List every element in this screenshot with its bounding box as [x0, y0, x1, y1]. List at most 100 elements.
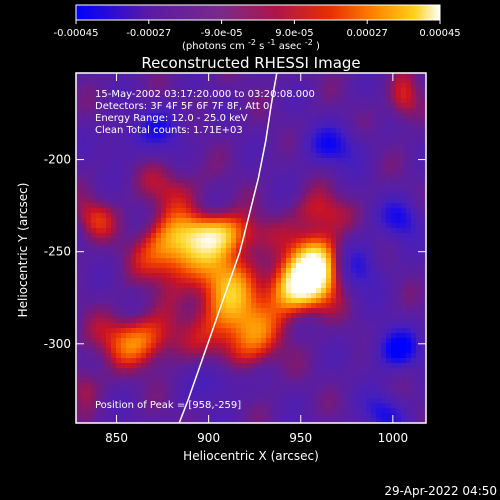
heatmap-cell [306, 198, 312, 204]
heatmap-cell [346, 298, 352, 304]
heatmap-cell [221, 108, 227, 114]
heatmap-cell [236, 203, 242, 209]
heatmap-cell [116, 83, 122, 89]
heatmap-cell [346, 168, 352, 174]
heatmap-cell [206, 408, 212, 414]
heatmap-cell [386, 123, 392, 129]
heatmap-cell [391, 243, 397, 249]
heatmap-cell [96, 233, 102, 239]
heatmap-cell [91, 78, 97, 84]
heatmap-cell [221, 198, 227, 204]
heatmap-cell [251, 258, 257, 264]
heatmap-cell [216, 168, 222, 174]
heatmap-cell [126, 338, 132, 344]
heatmap-cell [181, 133, 187, 139]
heatmap-cell [391, 83, 397, 89]
heatmap-cell [131, 218, 137, 224]
heatmap-cell [376, 103, 382, 109]
heatmap-cell [271, 173, 277, 179]
heatmap-cell [401, 98, 407, 104]
heatmap-cell [251, 293, 257, 299]
heatmap-cell [381, 378, 387, 384]
heatmap-cell [326, 153, 332, 159]
heatmap-cell [81, 298, 87, 304]
heatmap-cell [306, 178, 312, 184]
heatmap-cell [376, 343, 382, 349]
heatmap-cell [396, 223, 402, 229]
heatmap-cell [211, 378, 217, 384]
heatmap-cell [101, 288, 107, 294]
heatmap-cell [156, 313, 162, 319]
heatmap-cell [201, 388, 207, 394]
heatmap-cell [326, 128, 332, 134]
heatmap-cell [211, 408, 217, 414]
heatmap-cell [231, 343, 237, 349]
heatmap-cell [196, 138, 202, 144]
heatmap-cell [206, 223, 212, 229]
heatmap-cell [166, 373, 172, 379]
heatmap-cell [131, 408, 137, 414]
heatmap-cell [376, 318, 382, 324]
heatmap-cell [91, 218, 97, 224]
heatmap-cell [331, 208, 337, 214]
heatmap-cell [276, 208, 282, 214]
heatmap-cell [421, 78, 426, 84]
heatmap-cell [406, 88, 412, 94]
heatmap-cell [411, 413, 417, 419]
heatmap-cell [396, 253, 402, 259]
heatmap-cell [246, 208, 252, 214]
heatmap-cell [256, 353, 262, 359]
heatmap-cell [151, 78, 157, 84]
heatmap-cell [106, 263, 112, 269]
heatmap-cell [231, 158, 237, 164]
heatmap-cell [221, 88, 227, 94]
heatmap-cell [161, 213, 167, 219]
heatmap-cell [396, 88, 402, 94]
heatmap-cell [191, 263, 197, 269]
heatmap-cell [296, 368, 302, 374]
heatmap-cell [176, 318, 182, 324]
heatmap-cell [151, 118, 157, 124]
heatmap-cell [331, 268, 337, 274]
heatmap-cell [236, 263, 242, 269]
y-tick-label: -250 [44, 245, 71, 259]
heatmap-cell [401, 233, 407, 239]
heatmap-cell [206, 268, 212, 274]
heatmap-cell [266, 93, 272, 99]
heatmap-cell [296, 383, 302, 389]
heatmap-cell [301, 353, 307, 359]
heatmap-cell [391, 238, 397, 244]
heatmap-cell [126, 393, 132, 399]
heatmap-cell [311, 393, 317, 399]
heatmap-cell [421, 198, 426, 204]
heatmap-cell [421, 258, 426, 264]
heatmap-cell [311, 173, 317, 179]
heatmap-cell [211, 88, 217, 94]
heatmap-cell [421, 208, 426, 214]
heatmap-cell [301, 378, 307, 384]
heatmap-cell [141, 388, 147, 394]
heatmap-cell [341, 128, 347, 134]
heatmap-cell [81, 258, 87, 264]
heatmap-cell [316, 358, 322, 364]
heatmap-cell [151, 193, 157, 199]
heatmap-cell [126, 143, 132, 149]
heatmap-cell [156, 198, 162, 204]
heatmap-cell [261, 158, 267, 164]
heatmap-cell [416, 278, 422, 284]
heatmap-cell [86, 378, 92, 384]
heatmap-cell [251, 268, 257, 274]
heatmap-cell [126, 128, 132, 134]
heatmap-cell [346, 123, 352, 129]
heatmap-cell [136, 328, 142, 334]
heatmap-cell [206, 153, 212, 159]
heatmap-cell [341, 213, 347, 219]
heatmap-cell [301, 103, 307, 109]
heatmap-cell [286, 218, 292, 224]
heatmap-cell [311, 113, 317, 119]
heatmap-cell [186, 383, 192, 389]
heatmap-cell [141, 343, 147, 349]
heatmap-cell [316, 248, 322, 254]
heatmap-cell [356, 333, 362, 339]
heatmap-cell [281, 308, 287, 314]
